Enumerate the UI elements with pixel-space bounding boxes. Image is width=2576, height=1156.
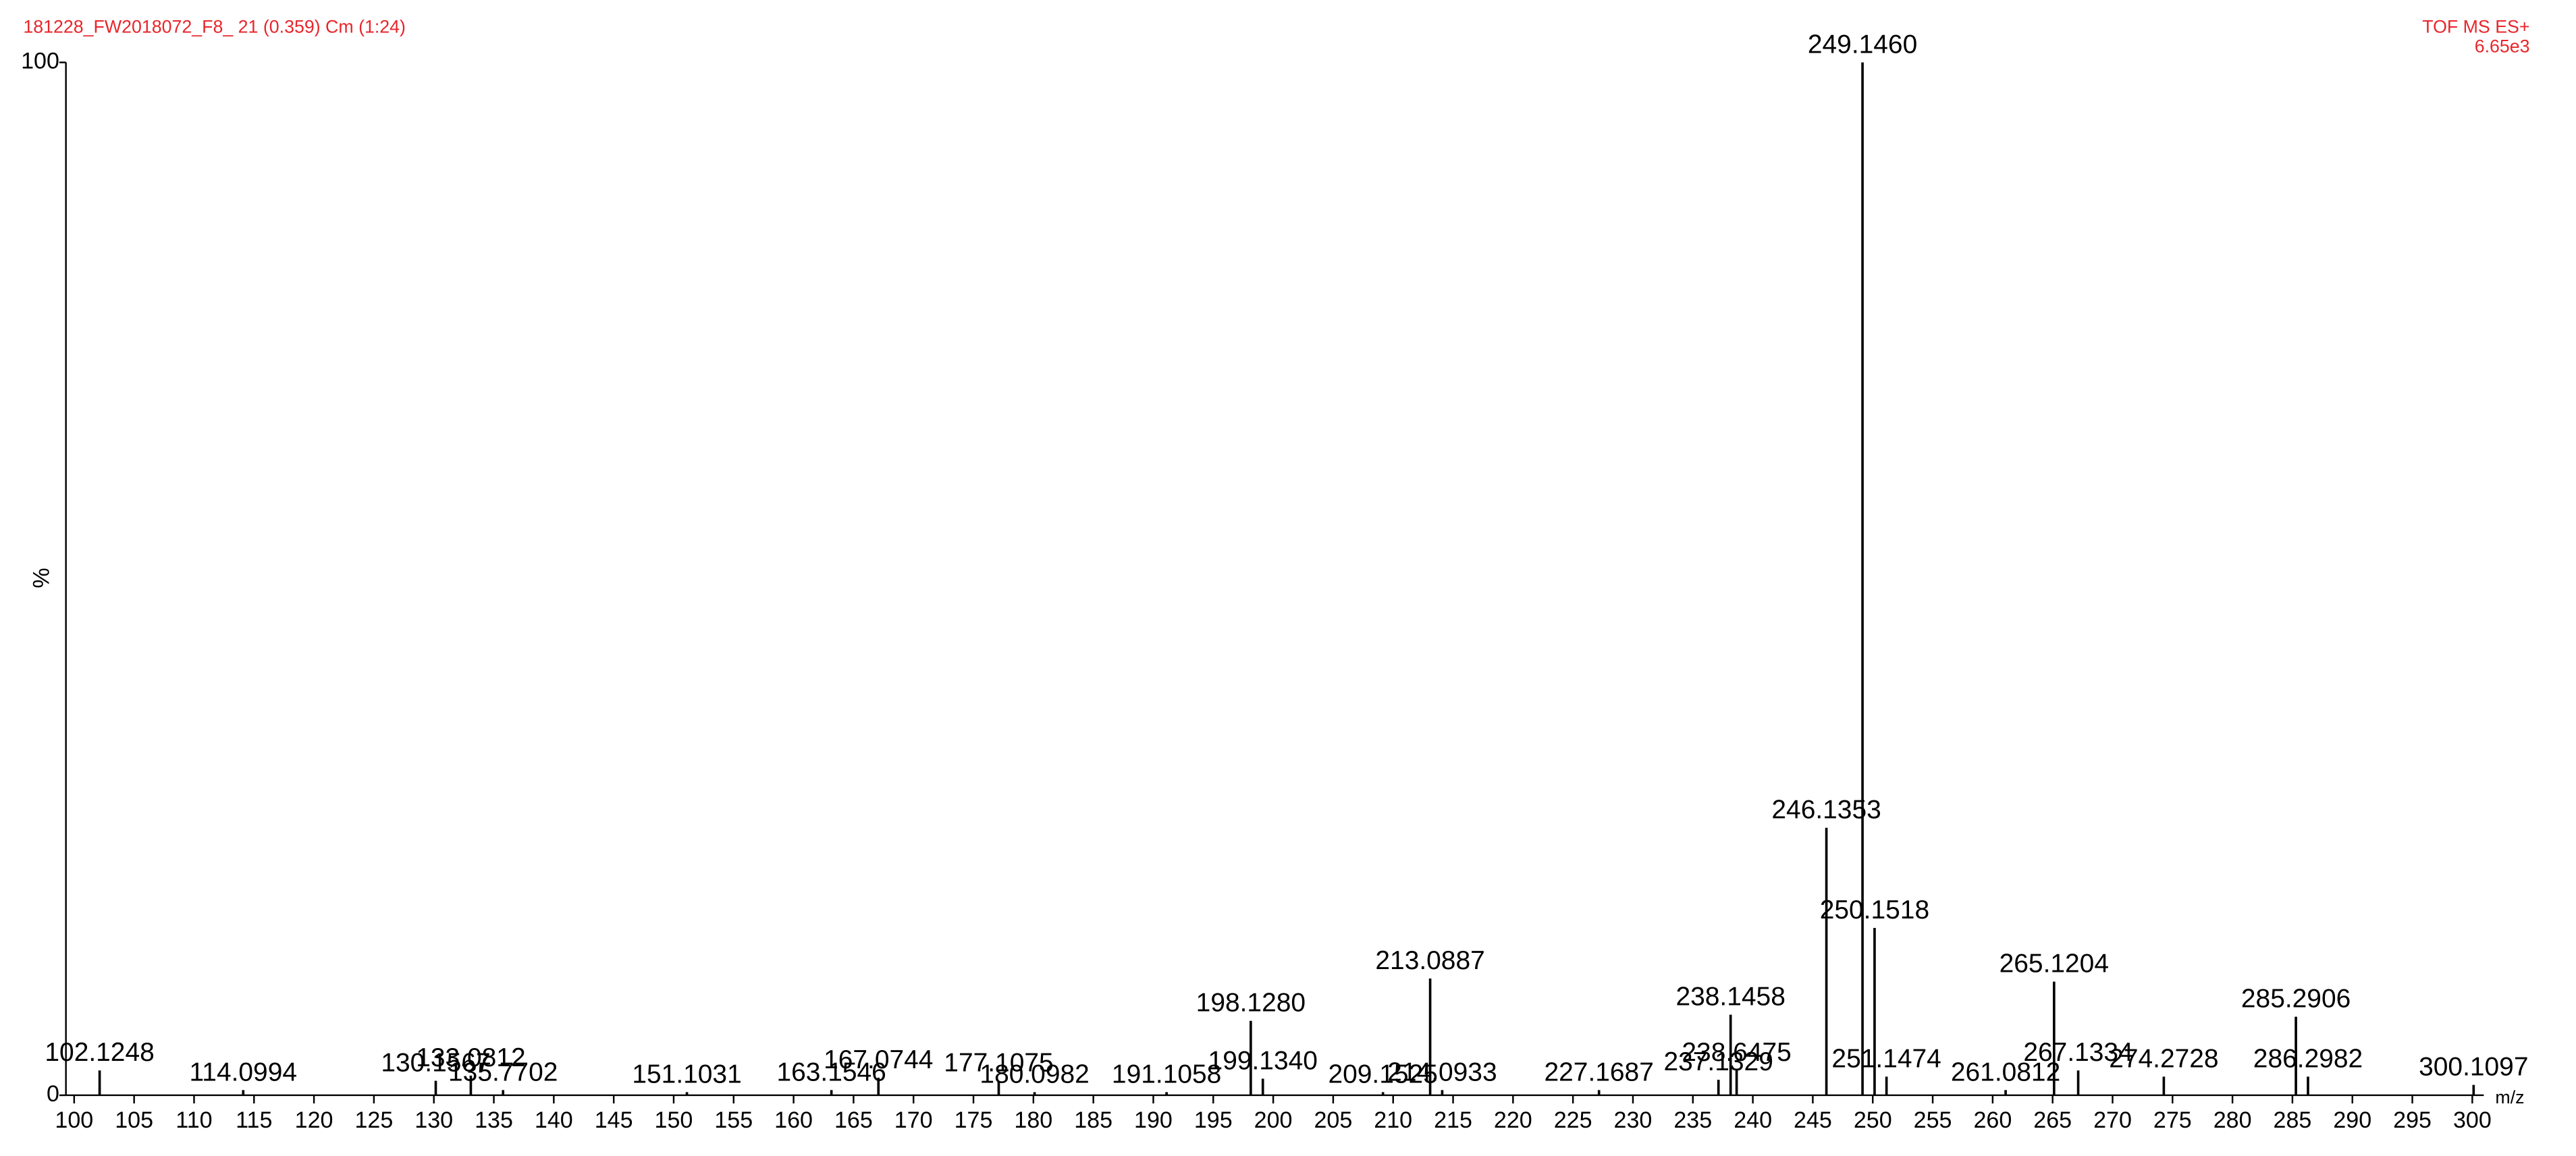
peak-label: 213.0887	[1375, 946, 1484, 975]
x-tick-label: 240	[1734, 1107, 1772, 1133]
x-tick-label: 120	[295, 1107, 333, 1133]
peak-label: 251.1474	[1831, 1044, 1941, 1073]
peak-label: 130.1567	[381, 1048, 490, 1077]
x-tick-label: 105	[115, 1107, 153, 1133]
peak-label: 227.1687	[1545, 1057, 1654, 1086]
x-tick-label: 175	[955, 1107, 993, 1133]
peak-label: 261.0812	[1951, 1057, 2060, 1086]
x-tick-label: 260	[1973, 1107, 2012, 1133]
x-axis-label: m/z	[2495, 1087, 2524, 1107]
x-tick-label: 295	[2393, 1107, 2432, 1133]
x-tick-label: 265	[2033, 1107, 2072, 1133]
peak-label: 180.0982	[980, 1059, 1089, 1089]
x-tick-label: 200	[1254, 1107, 1293, 1133]
peak-label: 238.6475	[1682, 1038, 1791, 1067]
x-tick-label: 230	[1614, 1107, 1653, 1133]
y-axis-label: %	[29, 568, 55, 588]
peak-label: 285.2906	[2241, 985, 2351, 1014]
x-tick-label: 165	[834, 1107, 873, 1133]
x-tick-label: 150	[655, 1107, 693, 1133]
x-tick-label: 285	[2274, 1107, 2312, 1133]
y-tick-label: 100	[21, 48, 59, 74]
peak-label: 191.1058	[1112, 1059, 1221, 1089]
x-tick-label: 250	[1854, 1107, 1892, 1133]
x-tick-label: 205	[1314, 1107, 1353, 1133]
peak-label: 135.7702	[448, 1057, 558, 1086]
x-tick-label: 140	[535, 1107, 573, 1133]
x-tick-label: 100	[55, 1107, 93, 1133]
x-tick-label: 300	[2453, 1107, 2492, 1133]
x-tick-label: 280	[2213, 1107, 2252, 1133]
peak-label: 246.1353	[1771, 796, 1881, 825]
x-tick-label: 255	[1914, 1107, 1952, 1133]
x-tick-label: 185	[1074, 1107, 1112, 1133]
x-tick-label: 235	[1673, 1107, 1712, 1133]
peak-label: 199.1340	[1208, 1046, 1318, 1075]
x-tick-label: 220	[1494, 1107, 1532, 1133]
intensity: 6.65e3	[2475, 36, 2530, 57]
x-tick-label: 145	[595, 1107, 633, 1133]
peak-label: 274.2728	[2109, 1044, 2218, 1073]
x-tick-label: 160	[774, 1107, 813, 1133]
peak-label: 286.2982	[2253, 1044, 2363, 1073]
x-tick-label: 215	[1434, 1107, 1472, 1133]
x-tick-label: 115	[236, 1107, 272, 1133]
x-tick-label: 190	[1134, 1107, 1173, 1133]
peak-label: 265.1204	[2000, 949, 2109, 979]
peak-label: 300.1097	[2419, 1053, 2528, 1082]
x-tick-label: 170	[894, 1107, 933, 1133]
x-tick-label: 125	[354, 1107, 393, 1133]
peak-label: 250.1518	[1820, 896, 1929, 925]
x-tick-label: 180	[1014, 1107, 1052, 1133]
peak-label: 151.1031	[632, 1059, 741, 1089]
x-tick-label: 110	[176, 1107, 212, 1133]
x-tick-label: 195	[1194, 1107, 1233, 1133]
peak-label: 267.1334	[2023, 1038, 2132, 1067]
ms-mode: TOF MS ES+	[2422, 16, 2529, 36]
peak-label: 114.0994	[190, 1057, 297, 1086]
peak-label: 133.0812	[416, 1043, 525, 1072]
peak-label: 167.0744	[824, 1045, 933, 1074]
x-tick-label: 210	[1374, 1107, 1412, 1133]
x-tick-label: 275	[2153, 1107, 2192, 1133]
peak-label: 249.1460	[1808, 30, 1917, 59]
peak-label: 214.0933	[1387, 1057, 1497, 1086]
x-tick-label: 130	[414, 1107, 453, 1133]
peak-label: 177.1075	[944, 1048, 1053, 1077]
peak-label: 238.1458	[1675, 983, 1785, 1012]
y-tick-label: 0	[47, 1081, 59, 1107]
peak-label: 163.1546	[776, 1057, 886, 1086]
x-tick-label: 270	[2093, 1107, 2132, 1133]
x-tick-label: 245	[1794, 1107, 1832, 1133]
x-tick-label: 155	[714, 1107, 753, 1133]
peak-label: 237.1329	[1664, 1047, 1773, 1076]
x-tick-label: 225	[1554, 1107, 1592, 1133]
chart-title: 181228_FW2018072_F8_ 21 (0.359) Cm (1:24…	[23, 16, 406, 36]
x-tick-label: 135	[475, 1107, 513, 1133]
peak-label: 102.1248	[45, 1038, 154, 1067]
x-tick-label: 290	[2333, 1107, 2371, 1133]
peak-label: 198.1280	[1196, 989, 1306, 1018]
peak-label: 209.1525	[1329, 1059, 1438, 1089]
